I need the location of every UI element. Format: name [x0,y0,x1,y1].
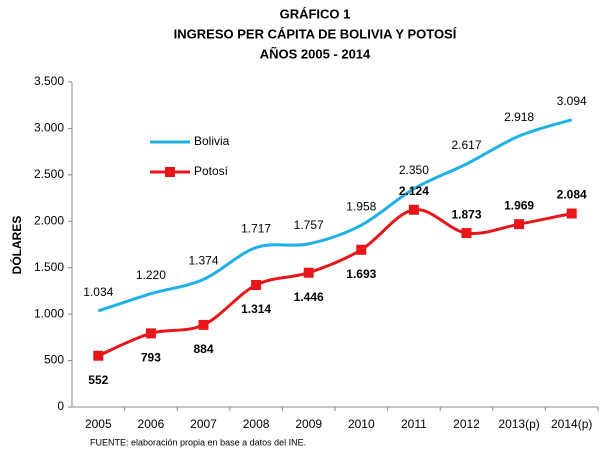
line-0 [97,118,573,313]
x-tick-label: 2013(p) [498,417,539,431]
y-axis-label: DÓLARES [9,216,24,275]
x-tick-label: 2008 [243,417,270,431]
y-tick-label: 1.000 [34,306,64,320]
data-label: 1.873 [451,207,481,221]
y-tick-label: 3.500 [34,74,64,88]
marker [566,208,577,219]
legend-label: Bolivia [194,134,230,148]
marker [461,228,472,239]
x-tick-label: 2007 [190,417,217,431]
data-label: 793 [141,351,161,365]
x-tick-label: 2011 [401,417,427,431]
data-label: 1.958 [346,199,376,213]
data-label: 552 [88,373,108,387]
marker [251,279,262,290]
x-tick-label: 2006 [138,417,165,431]
y-tick-label: 3.000 [34,121,64,135]
marker [408,204,419,215]
data-label: 1.969 [504,198,534,212]
x-tick-label: 2005 [85,417,112,431]
legend-label: Potosí [194,164,229,178]
marker [356,244,367,255]
data-label: 1.717 [241,222,271,236]
line-1 [97,208,572,358]
data-label: 1.446 [294,290,324,304]
marker [198,319,209,330]
data-label: 2.350 [399,163,429,177]
marker [514,219,525,230]
legend-marker [165,167,175,177]
source-note: FUENTE: elaboración propia en base a dat… [90,437,306,447]
y-tick-label: 500 [44,353,64,367]
data-label: 1.757 [294,218,324,232]
data-label: 884 [193,342,213,356]
x-tick-label: 2014(p) [551,417,592,431]
y-tick-label: 2.000 [34,213,64,227]
data-label: 2.084 [557,188,587,202]
x-tick-label: 2012 [453,417,480,431]
data-label: 2.617 [451,138,481,152]
data-label: 3.094 [557,94,587,108]
marker [303,267,314,278]
marker [93,350,104,361]
y-tick-label: 2.500 [34,167,64,181]
data-label: 1.220 [136,268,166,282]
data-label: 1.693 [346,267,376,281]
x-tick-label: 2010 [348,417,375,431]
data-label: 2.918 [504,110,534,124]
marker [145,328,156,339]
y-tick-label: 0 [57,399,64,413]
chart-subtitle: AÑOS 2005 - 2014 [260,46,371,61]
data-label: 1.314 [241,302,271,316]
chart-title: GRÁFICO 1 [280,6,351,21]
data-label: 1.034 [83,285,113,299]
y-tick-label: 1.500 [34,260,64,274]
x-tick-label: 2009 [295,417,322,431]
chart-subtitle: INGRESO PER CÁPITA DE BOLIVIA Y POTOSÍ [174,26,457,41]
data-label: 1.374 [188,254,218,268]
data-label: 2.124 [399,184,429,198]
